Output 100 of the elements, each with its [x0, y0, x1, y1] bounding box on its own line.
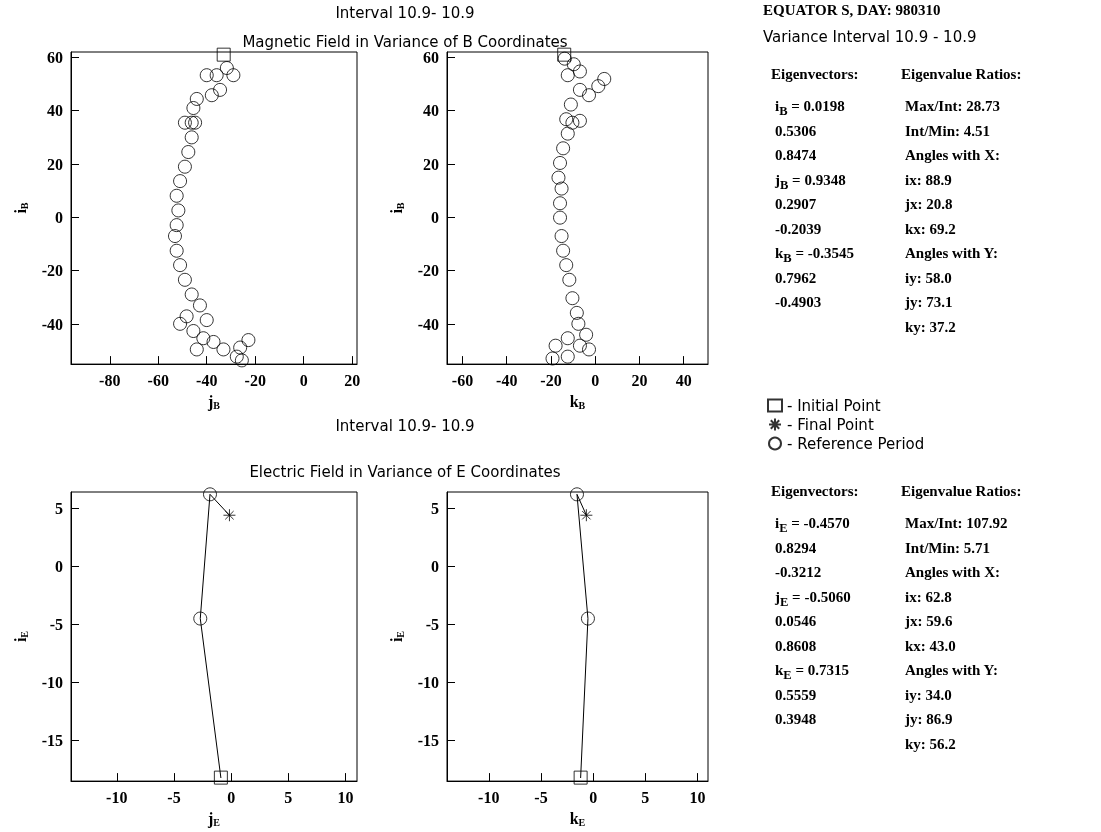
legend-label: - Final Point: [787, 415, 874, 434]
point: [553, 210, 568, 225]
y-tick-label: -20: [417, 262, 439, 280]
point: [573, 770, 588, 785]
x-tick-label: -40: [496, 371, 518, 389]
text: kx: 43.0: [905, 637, 956, 655]
point: [173, 316, 188, 331]
x-tick-label: -60: [451, 371, 474, 389]
text: 0.5306: [775, 122, 817, 140]
point: [209, 68, 224, 83]
text: 0.3948: [775, 711, 817, 728]
x-tick-label: -10: [106, 788, 128, 806]
point: [216, 47, 231, 62]
text: EQUATOR S, DAY: 980310: [763, 2, 941, 19]
y-tick-label: -20: [41, 262, 63, 280]
text: Electric Field in Variance of E Coordinates: [249, 462, 561, 481]
point: [186, 324, 201, 339]
point: [204, 88, 219, 103]
point: [560, 331, 575, 346]
text: ix: 88.9: [905, 171, 952, 189]
y-tick-label: -40: [41, 315, 63, 333]
point: [562, 272, 577, 287]
legend-label: - Initial Point: [787, 396, 881, 415]
point: [188, 115, 203, 130]
point: [213, 770, 228, 785]
x-tick-label: -5: [167, 788, 181, 806]
x-tick-label: 0: [589, 788, 598, 806]
x-tick-label: 5: [641, 788, 650, 806]
text: Interval 10.9- 10.9: [335, 416, 475, 435]
text: 0.0546: [775, 613, 817, 630]
point: [565, 115, 580, 130]
text: j$_{E}$ = -0.5060: [775, 588, 851, 610]
x-tick-label: 10: [689, 788, 706, 806]
text: ky: 37.2: [905, 318, 956, 336]
point: [192, 298, 207, 313]
text: -0.3212: [775, 564, 822, 581]
text: Angles with Y:: [905, 245, 999, 262]
point: [169, 218, 184, 233]
point: [566, 57, 581, 72]
point: [173, 258, 188, 273]
x-tick-label: -60: [147, 371, 169, 389]
x-tick-label: 0: [227, 788, 236, 806]
text: jy: 86.9: [905, 711, 953, 728]
text: Interval 10.9- 10.9: [335, 3, 475, 22]
text: 0.5559: [775, 686, 817, 704]
y-tick-label: 0: [55, 208, 63, 226]
text: j$_{B}$ = 0.9348: [775, 171, 846, 193]
legend-label: - Reference Period: [787, 434, 925, 453]
y-tick-label: 0: [55, 557, 63, 575]
point: [226, 68, 241, 83]
text: Variance Interval 10.9 - 10.9: [763, 28, 977, 46]
point: [551, 170, 566, 185]
point: [169, 243, 184, 258]
point: [569, 487, 584, 502]
text: -0.2039: [775, 220, 822, 238]
point: [582, 342, 596, 357]
y-tick-label: -40: [417, 315, 439, 333]
point: [572, 113, 587, 128]
x-tick-label: -20: [540, 371, 562, 389]
text: i$_{E}$ = -0.4570: [775, 515, 850, 536]
point: [206, 334, 221, 349]
point: [548, 338, 563, 353]
point: [565, 291, 580, 306]
point: [560, 126, 575, 141]
point: [173, 174, 188, 189]
x-tick-label: 0: [591, 371, 600, 389]
point: [184, 130, 199, 145]
point: [241, 333, 256, 348]
point: [184, 287, 199, 302]
x-tick-label: 0: [299, 371, 308, 389]
text: Eigenvalue Ratios:: [901, 66, 1022, 83]
point: [199, 68, 214, 83]
x-tick-label: -40: [196, 371, 218, 389]
point: [169, 188, 184, 203]
point: [559, 258, 574, 273]
point: [171, 203, 186, 218]
y-tick-label: 60: [47, 48, 63, 66]
text: k$_{E}$ = 0.7315: [775, 662, 849, 683]
text: jx: 59.6: [905, 613, 953, 630]
point: [186, 101, 201, 116]
text: Int/Min: 4.51: [905, 122, 991, 140]
point: [177, 159, 192, 174]
point: [571, 316, 586, 331]
point: [196, 331, 211, 346]
point: [572, 64, 587, 79]
point: [557, 51, 572, 66]
x-tick-label: -20: [244, 371, 266, 389]
y-tick-label: 0: [431, 557, 439, 575]
y-tick-label: -15: [417, 731, 439, 749]
text: i$_{B}$ = 0.0198: [775, 98, 845, 119]
text: Eigenvectors:: [771, 66, 859, 83]
text: jy: 73.1: [905, 294, 953, 311]
x-tick-label: -80: [99, 371, 121, 389]
x-tick-label: 5: [284, 788, 293, 806]
point: [203, 487, 217, 502]
point: [579, 327, 594, 342]
point: [189, 91, 204, 106]
point: [216, 342, 231, 357]
point: [591, 79, 606, 94]
point: [556, 243, 571, 258]
